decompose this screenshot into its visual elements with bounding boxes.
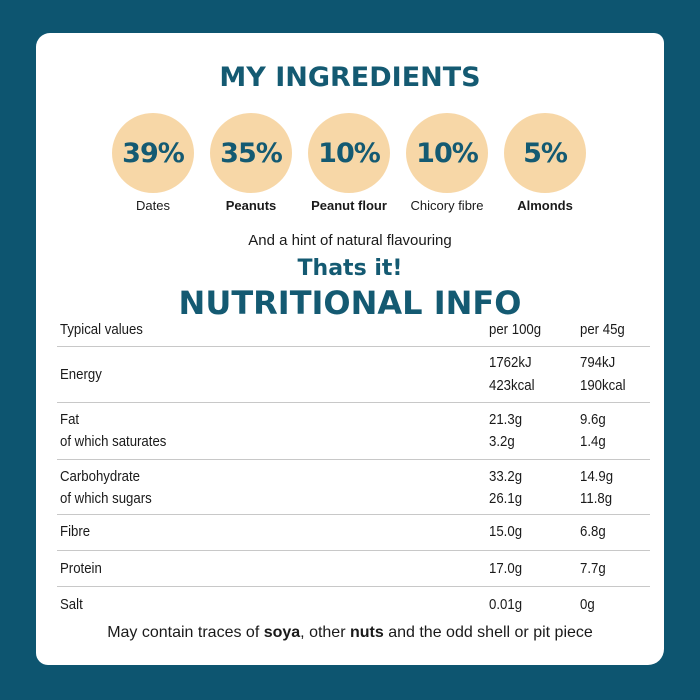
divider (57, 514, 650, 515)
cell: 15.0g (489, 523, 523, 540)
nutrition-title: NUTRITIONAL INFO (178, 284, 522, 322)
thats-it: Thats it! (297, 256, 403, 281)
cell: 6.8g (580, 523, 606, 540)
note-bold-soya: soya (263, 624, 301, 641)
cell: 7.7g (580, 560, 606, 577)
ingredient-percent: 10% (308, 113, 390, 193)
ingredient-percent: 10% (406, 113, 488, 193)
cell: 1.4g (580, 433, 606, 450)
cell: 3.2g (489, 433, 515, 450)
row-label: Fibre (60, 523, 91, 540)
divider (57, 550, 650, 551)
header-per100: per 100g (489, 321, 542, 338)
divider (57, 586, 650, 587)
cell: 21.3g (489, 411, 523, 428)
header-typical: Typical values (60, 321, 143, 338)
cell: 0g (580, 596, 595, 613)
row-sublabel: of which sugars (60, 490, 152, 507)
cell: 794kJ (580, 354, 616, 371)
cell: 190kcal (580, 377, 626, 394)
note-text: May contain traces of (107, 624, 264, 641)
ingredient-name: Chicory fibre (410, 198, 484, 213)
cell: 33.2g (489, 468, 523, 485)
row-label: Carbohydrate (60, 468, 140, 485)
cell: 26.1g (489, 490, 523, 507)
ingredient-name: Peanuts (225, 198, 277, 213)
divider (57, 346, 650, 347)
row-sublabel: of which saturates (60, 433, 167, 450)
ingredient-name: Peanut flour (311, 198, 387, 213)
ingredient-percent: 5% (504, 113, 586, 193)
note-bold-nuts: nuts (349, 624, 384, 641)
ingredient-percent: 39% (112, 113, 194, 193)
ingredient-percent: 35% (210, 113, 292, 193)
cell: 17.0g (489, 560, 523, 577)
divider (57, 459, 650, 460)
cell: 14.9g (580, 468, 614, 485)
cell: 11.8g (580, 490, 613, 507)
cell: 423kcal (489, 377, 535, 394)
divider (57, 402, 650, 403)
allergen-note: May contain traces of soya, other nuts a… (0, 624, 700, 642)
row-label: Fat (60, 411, 80, 428)
row-label: Salt (60, 596, 83, 613)
note-text: , other (300, 624, 350, 641)
ingredients-title: MY INGREDIENTS (219, 62, 481, 93)
row-label: Protein (60, 560, 102, 577)
cell: 0.01g (489, 596, 523, 613)
header-per45: per 45g (580, 321, 625, 338)
note-text: and the odd shell or pit piece (383, 624, 593, 641)
hint-text: And a hint of natural flavouring (248, 232, 452, 249)
row-label: Energy (60, 366, 102, 383)
cell: 1762kJ (489, 354, 532, 371)
ingredient-name: Dates (136, 198, 170, 213)
ingredient-name: Almonds (517, 198, 573, 213)
cell: 9.6g (580, 411, 606, 428)
